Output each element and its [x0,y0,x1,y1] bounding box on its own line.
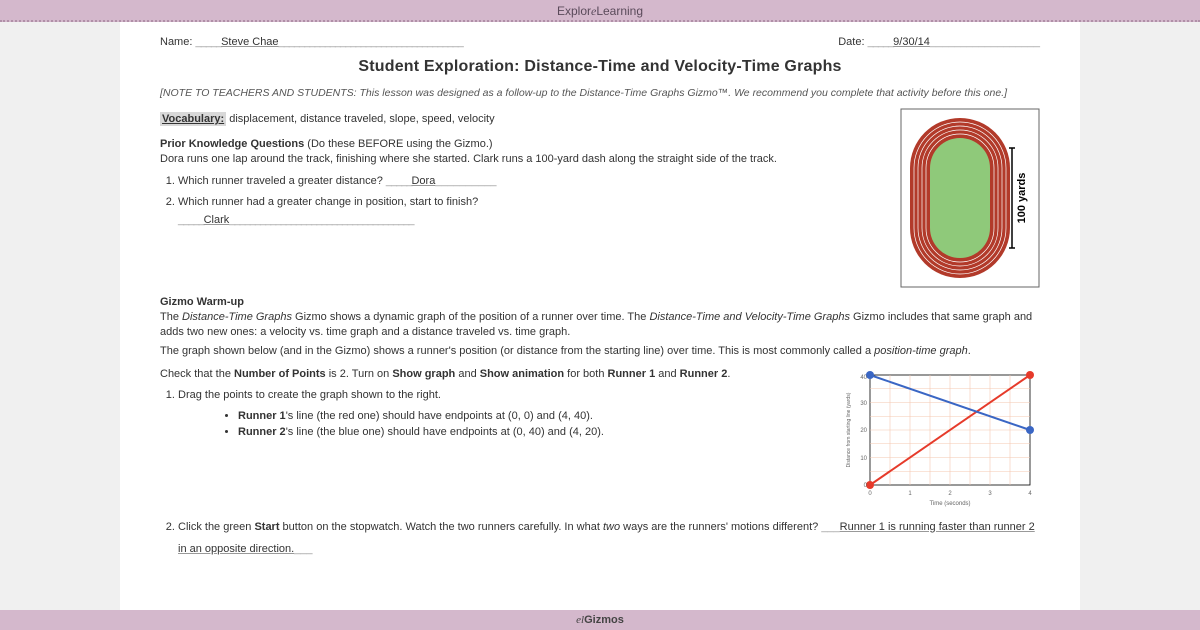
bullet-runner1: Runner 1's line (the red one) should hav… [238,409,820,423]
warmup-step1: Drag the points to create the graph show… [178,387,820,439]
content-col: Vocabulary: displacement, distance trave… [160,108,880,291]
blank [195,36,221,48]
runner-bullets: Runner 1's line (the red one) should hav… [238,409,820,440]
warmup-step2-list: Click the green Start button on the stop… [178,516,1040,560]
svg-text:4: 4 [1028,491,1032,497]
footer-icon: el [576,614,584,626]
header-bar: ExploreLearning [0,0,1200,22]
prior-q2: Which runner had a greater change in pos… [178,194,880,229]
l2b: Start [254,521,279,533]
b2a: Runner 2 [238,426,286,438]
wi2: Distance-Time and Velocity-Time Graphs [649,311,850,323]
w2a: The graph shown below (and in the Gizmo)… [160,345,874,357]
svg-text:3: 3 [988,491,992,497]
brand-text-a: Explor [557,4,591,18]
warmup-steps: Drag the points to create the graph show… [178,387,820,439]
name-label: Name: [160,36,192,48]
b1a: Runner 1 [238,410,286,422]
svg-text:10: 10 [860,456,867,462]
svg-text:20: 20 [860,428,867,434]
date-field: Date: 9/30/14__________________ [838,36,1040,48]
b1b: 's line (the red one) should have endpoi… [286,410,593,422]
page-title: Student Exploration: Distance-Time and V… [160,58,1040,76]
li1-text: Drag the points to create the graph show… [178,389,441,401]
vocab-line: Vocabulary: displacement, distance trave… [160,112,880,127]
vocab-label: Vocabulary: [160,112,226,126]
svg-text:Time (seconds): Time (seconds) [929,501,970,507]
warmup-chart-row: Check that the Number of Points is 2. Tu… [160,363,1040,510]
warmup-heading: Gizmo Warm-up The Distance-Time Graphs G… [160,295,1040,340]
teacher-note: [NOTE TO TEACHERS AND STUDENTS: This les… [160,86,1040,100]
w2i: position-time graph [874,345,968,357]
l2a: Click the green [178,521,254,533]
svg-text:2: 2 [948,491,952,497]
w2b: . [968,345,971,357]
name-date-row: Name: Steve Chae Date: 9/30/14__________… [160,36,1040,48]
blank [386,175,412,187]
svg-text:30: 30 [860,401,867,407]
svg-text:0: 0 [868,491,872,497]
blank [229,214,413,226]
document-page: Name: Steve Chae Date: 9/30/14__________… [120,22,1080,610]
chart-svg: 010203040 01234 Time (seconds) Distance … [840,367,1040,507]
svg-text:1: 1 [908,491,912,497]
prior-intro: Dora runs one lap around the track, fini… [160,153,777,165]
q2-text: Which runner had a greater change in pos… [178,196,478,208]
svg-text:Distance from starting line (y: Distance from starting line (yards) [846,392,852,467]
q1-answer: Dora [411,175,435,187]
date-label: Date: [838,36,864,48]
q1-text: Which runner traveled a greater distance… [178,175,386,187]
warmup-p2: The graph shown below (and in the Gizmo)… [160,344,1040,359]
yard-label: 100 yards [1016,173,1028,224]
warmup-content: Check that the Number of Points is 2. Tu… [160,363,820,510]
name-field: Name: Steve Chae [160,36,463,48]
blank [178,214,204,226]
position-time-chart: 010203040 01234 Time (seconds) Distance … [840,363,1040,510]
l2c: button on the stopwatch. Watch the two r… [280,521,603,533]
l2d: ways are the runners' motions different? [620,521,821,533]
vocab-terms: displacement, distance traveled, slope, … [226,113,494,125]
date-value: 9/30/14 [893,36,930,48]
blank [868,36,894,48]
wi1: Distance-Time Graphs [182,311,292,323]
warmup-step2: Click the green Start button on the stop… [178,516,1040,560]
l2i: two [603,521,620,533]
warmup-head: Gizmo Warm-up [160,296,244,308]
brand-text-b: Learning [596,4,643,18]
q2-answer: Clark [204,214,230,226]
footer-bar: elGizmos [0,610,1200,630]
blank [279,36,463,48]
svg-text:40: 40 [860,375,867,381]
vocab-prior-row: Vocabulary: displacement, distance trave… [160,108,1040,291]
wt1: The [160,311,182,323]
warmup-p3: Check that the Number of Points is 2. Tu… [160,367,820,382]
prior-q1: Which runner traveled a greater distance… [178,173,880,191]
b2b: 's line (the blue one) should have endpo… [286,426,604,438]
prior-head-tail: (Do these BEFORE using the Gizmo.) [304,138,492,150]
prior-questions: Which runner traveled a greater distance… [178,173,880,230]
footer-brand: Gizmos [584,614,624,626]
prior-heading: Prior Knowledge Questions (Do these BEFO… [160,137,880,167]
wt2: Gizmo shows a dynamic graph of the posit… [292,311,649,323]
name-value: Steve Chae [221,36,278,48]
prior-head: Prior Knowledge Questions [160,138,304,150]
bullet-runner2: Runner 2's line (the blue one) should ha… [238,425,820,439]
track-svg: 100 yards [900,108,1040,288]
track-image: 100 yards [900,108,1040,291]
